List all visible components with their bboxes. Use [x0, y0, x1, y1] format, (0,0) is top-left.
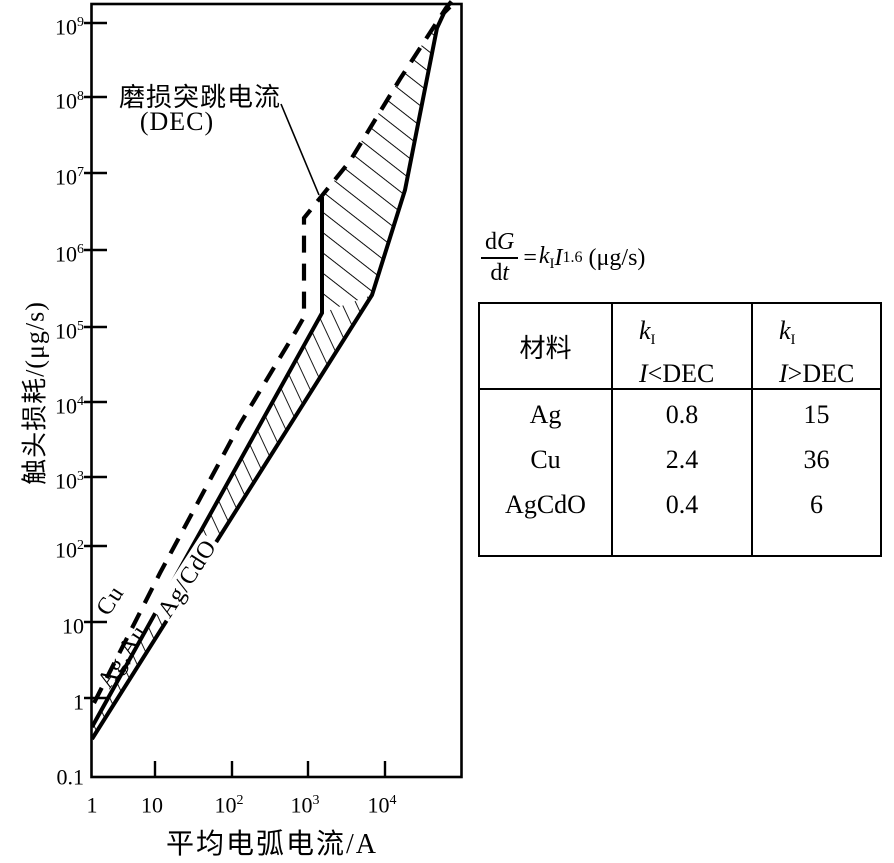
erosion-rate-formula: dG dt = kI I 1.6 (μg/s) [481, 229, 645, 287]
k-coefficient-table: 材料 kI I<DEC kI I>DEC Ag Cu AgCdO 0.8 2.4… [478, 302, 882, 557]
hatch-band-above-dec [322, 7, 447, 313]
table-cell-material: Ag [529, 400, 562, 429]
table-column-k-above-dec: 15 36 6 [753, 390, 880, 555]
formula-current-var: I [554, 244, 563, 271]
x-tick-1e3: 103 [290, 792, 320, 818]
y-tick-1e5: 105 [55, 318, 84, 344]
table-column-materials: Ag Cu AgCdO [480, 390, 613, 555]
table-cell-k-above: 36 [803, 445, 830, 474]
formula-equals: = [523, 244, 537, 271]
table-header-material: 材料 [480, 304, 613, 390]
x-axis-tick-marks [153, 761, 387, 777]
dec-annotation-line2: (DEC) [139, 107, 215, 136]
table-cell-material: Cu [530, 445, 561, 474]
y-tick-1e3: 103 [55, 468, 84, 494]
table-cell-k-above: 6 [810, 490, 823, 519]
table-header-k-above-dec: kI I>DEC [753, 304, 880, 390]
x-tick-1: 1 [86, 792, 98, 818]
y-axis-tick-marks [84, 21, 107, 700]
y-tick-1e7: 107 [55, 164, 84, 190]
table-cell-k-below: 0.8 [665, 400, 699, 429]
table-column-k-below-dec: 0.8 2.4 0.4 [613, 390, 753, 555]
y-tick-1e2: 102 [55, 537, 84, 563]
y-tick-10: 10 [62, 613, 84, 639]
x-tick-1e2: 102 [214, 792, 244, 818]
y-tick-1e9: 109 [55, 14, 84, 40]
formula-k-term: kI [538, 243, 555, 272]
x-tick-1e4: 104 [367, 792, 397, 818]
y-tick-1e4: 104 [55, 393, 84, 419]
table-cell-k-below: 0.4 [665, 490, 699, 519]
y-tick-1: 1 [73, 689, 84, 715]
table-cell-k-above: 15 [803, 400, 830, 429]
table-cell-material: AgCdO [505, 490, 586, 519]
table-cell-k-below: 2.4 [665, 445, 699, 474]
formula-fraction: dG dt [481, 229, 519, 287]
dec-annotation-line1: 磨损突跳电流 [118, 83, 281, 112]
plot-frame [90, 2, 463, 779]
y-tick-1e6: 106 [55, 241, 84, 267]
y-tick-1e8: 108 [55, 88, 84, 114]
formula-exponent: 1.6 [562, 249, 583, 266]
y-axis-title: 触头损耗/(μg/s) [20, 301, 50, 485]
cu-dashed-curve [92, 0, 456, 704]
x-tick-10: 10 [141, 792, 163, 818]
annotation-leader-line [280, 103, 320, 196]
formula-unit: (μg/s) [588, 244, 646, 271]
x-axis-title: 平均电弧电流/A [165, 829, 379, 860]
table-header-k-below-dec: kI I<DEC [613, 304, 753, 390]
y-tick-0p1: 0.1 [56, 764, 85, 790]
